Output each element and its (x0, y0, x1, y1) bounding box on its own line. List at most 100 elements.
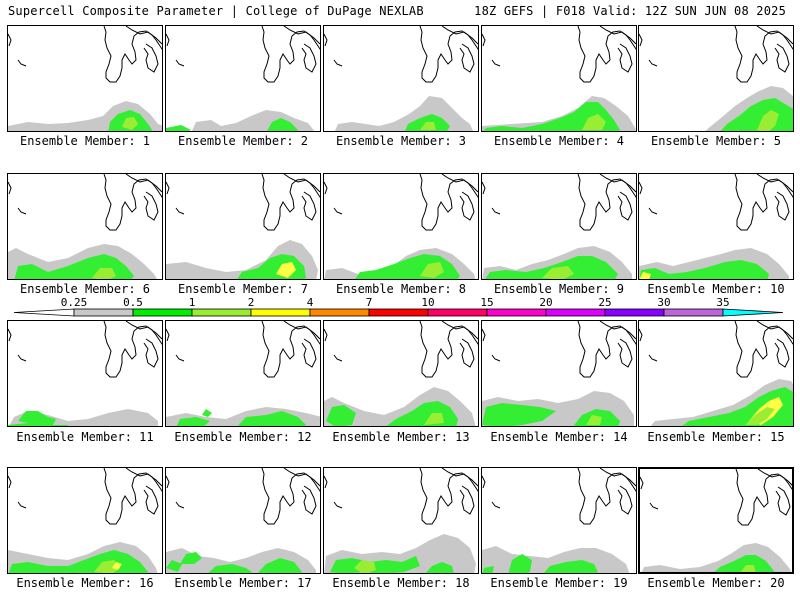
coastline-2 (617, 338, 633, 368)
scp-contour-green (237, 411, 306, 426)
coastline-2 (301, 485, 317, 515)
coastline-4 (482, 181, 486, 195)
scp-contour-green (166, 125, 191, 131)
legend-tick-label: 0.5 (123, 296, 143, 309)
coastline-0 (261, 174, 320, 231)
coastline-0 (103, 321, 162, 378)
member-map-svg (324, 174, 478, 279)
coastline-1 (599, 321, 636, 340)
ensemble-member-map-2 (165, 25, 321, 132)
legend-tick-label: 25 (598, 296, 612, 309)
coastline-2 (301, 191, 317, 221)
scp-contour-lightgreen (740, 565, 756, 572)
ensemble-member-map-11 (7, 320, 163, 427)
coastline-1 (757, 469, 792, 486)
member-map-svg (8, 321, 162, 426)
ensemble-member-map-17 (165, 467, 321, 574)
coastline-2 (459, 191, 475, 221)
coastline-3 (17, 501, 27, 509)
coastline-4 (166, 181, 170, 195)
legend-swatch (191, 308, 252, 317)
scp-contour-green (180, 552, 202, 564)
legend-swatch (486, 308, 547, 317)
coastline-3 (17, 354, 27, 362)
coastline-1 (125, 26, 162, 45)
coastline-0 (261, 26, 320, 83)
legend-tick-label: 30 (657, 296, 671, 309)
coastline-4 (482, 475, 486, 489)
ensemble-member-map-7 (165, 173, 321, 280)
coastline-4 (8, 475, 12, 489)
coastline-2 (617, 485, 633, 515)
ensemble-member-label: Ensemble Member: 16 (16, 576, 154, 590)
ensemble-member-label: Ensemble Member: 4 (493, 134, 625, 148)
coastline-3 (649, 502, 659, 510)
member-map-svg (324, 321, 478, 426)
legend-tick-label: 15 (480, 296, 494, 309)
color-scale-bar (13, 308, 784, 317)
coastline-3 (333, 354, 343, 362)
coastline-2 (143, 191, 159, 221)
ensemble-member-label: Ensemble Member: 19 (490, 576, 628, 590)
member-map-svg (166, 321, 320, 426)
coastline-2 (143, 485, 159, 515)
coastline-1 (283, 321, 320, 340)
scp-contour-lightgreen (586, 415, 602, 425)
coastline-4 (324, 181, 328, 195)
coastline-3 (491, 501, 501, 509)
legend-tick-label: 20 (539, 296, 553, 309)
coastline-1 (756, 174, 793, 193)
ensemble-member-label: Ensemble Member: 15 (647, 430, 785, 444)
coastline-2 (459, 338, 475, 368)
ensemble-member-map-3 (323, 25, 479, 132)
coastline-1 (125, 468, 162, 487)
legend-tick-label: 2 (247, 296, 255, 309)
coastline-2 (774, 338, 790, 368)
coastline-3 (333, 207, 343, 215)
coastline-4 (639, 181, 643, 195)
legend-tick-label: 7 (365, 296, 373, 309)
member-map-svg (8, 174, 162, 279)
scp-contour-gray (334, 96, 474, 131)
ensemble-member-map-19 (481, 467, 637, 574)
coastline-4 (324, 328, 328, 342)
scp-contour-green (202, 409, 212, 417)
scp-contour-green (237, 254, 306, 279)
coastline-2 (143, 43, 159, 73)
scp-contour-green (425, 562, 454, 573)
coastline-4 (166, 33, 170, 47)
coastline-1 (125, 174, 162, 193)
coastline-1 (283, 174, 320, 193)
coastline-4 (166, 328, 170, 342)
scp-contour-lightgreen (424, 413, 444, 425)
ensemble-member-label: Ensemble Member: 2 (177, 134, 309, 148)
scp-contour-green (482, 403, 556, 426)
coastline-2 (774, 43, 790, 73)
ensemble-member-label: Ensemble Member: 18 (332, 576, 470, 590)
coastline-4 (639, 33, 643, 47)
coastline-1 (756, 26, 793, 45)
ensemble-member-map-12 (165, 320, 321, 427)
scp-contour-green (8, 423, 68, 426)
coastline-1 (599, 468, 636, 487)
scp-contour-yellow (112, 562, 122, 570)
ensemble-member-label: Ensemble Member: 20 (647, 576, 785, 590)
member-map-svg (639, 174, 793, 279)
coastline-0 (103, 26, 162, 83)
coastline-3 (648, 207, 658, 215)
coastline-2 (301, 43, 317, 73)
scp-contour-green (18, 411, 56, 426)
ensemble-member-label: Ensemble Member: 3 (335, 134, 467, 148)
legend-swatch (309, 308, 370, 317)
scp-contour-lightgreen (122, 117, 138, 130)
ensemble-member-label: Ensemble Member: 5 (650, 134, 782, 148)
legend-swatch (73, 308, 134, 317)
ensemble-member-map-4 (481, 25, 637, 132)
scp-contour-green (326, 405, 356, 426)
member-map-svg (8, 26, 162, 131)
scp-contour-green (543, 560, 598, 573)
coastline-1 (599, 26, 636, 45)
coastline-3 (491, 354, 501, 362)
coastline-1 (756, 321, 793, 340)
coastline-1 (441, 174, 478, 193)
